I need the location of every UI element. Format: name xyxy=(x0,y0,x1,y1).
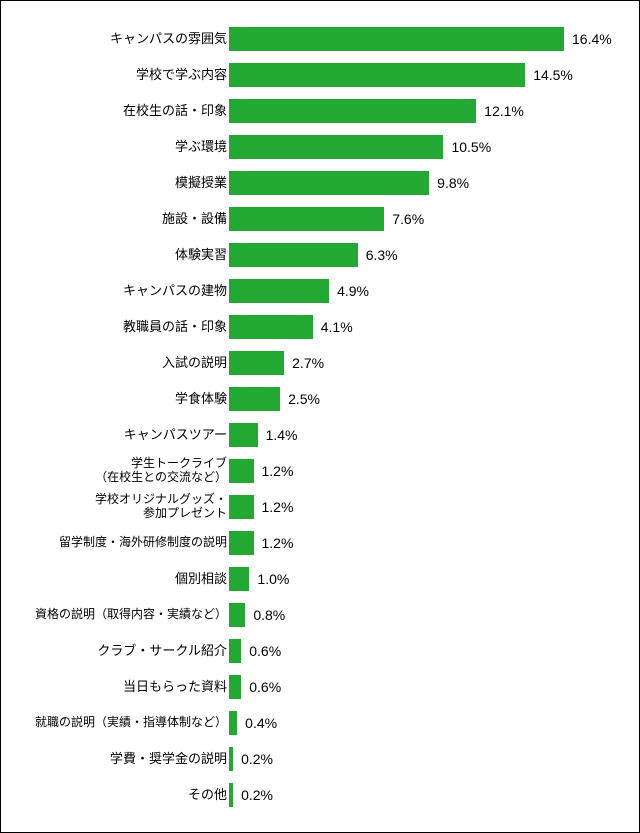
bar-value: 4.9% xyxy=(337,283,369,299)
bar xyxy=(229,207,384,231)
bar xyxy=(229,135,443,159)
bar-value: 0.6% xyxy=(249,643,281,659)
bar-label: 学校オリジナルグッズ・ 参加プレゼント xyxy=(95,493,227,521)
bar-label: 教職員の話・印象 xyxy=(123,320,227,335)
bar xyxy=(229,711,237,735)
bar xyxy=(229,495,254,519)
bar-row: キャンパスツアー 1.4% xyxy=(1,417,639,453)
bar-label: 学生トークライブ （在校生との交流など） xyxy=(95,457,227,485)
bar-value: 0.2% xyxy=(241,787,273,803)
bar-label: 留学制度・海外研修制度の説明 xyxy=(59,536,227,550)
bar xyxy=(229,351,284,375)
bar-label: その他 xyxy=(188,788,227,803)
bar xyxy=(229,99,476,123)
bar-label: 資格の説明（取得内容・実績など） xyxy=(35,608,227,622)
bar-label: 模擬授業 xyxy=(175,176,227,191)
bar-label: 学食体験 xyxy=(175,392,227,407)
bar xyxy=(229,675,241,699)
bar xyxy=(229,531,254,555)
bar xyxy=(229,171,429,195)
bar-row: 学生トークライブ （在校生との交流など） 1.2% xyxy=(1,453,639,489)
bar-row: クラブ・サークル紹介 0.6% xyxy=(1,633,639,669)
bar-value: 1.2% xyxy=(262,463,294,479)
bar-label: 個別相談 xyxy=(175,572,227,587)
bar-row: その他 0.2% xyxy=(1,777,639,813)
bar-row: 学食体験 2.5% xyxy=(1,381,639,417)
bar-label: 体験実習 xyxy=(175,248,227,263)
horizontal-bar-chart: キャンパスの雰囲気 16.4% 学校で学ぶ内容 14.5% 在校生の話・印象 12.1% 学… xyxy=(0,0,640,833)
bar-value: 7.6% xyxy=(392,211,424,227)
bar-value: 6.3% xyxy=(366,247,398,263)
bar-value: 2.5% xyxy=(288,391,320,407)
bar-row: 在校生の話・印象 12.1% xyxy=(1,93,639,129)
bar-row: 個別相談 1.0% xyxy=(1,561,639,597)
bar-label: キャンパスの建物 xyxy=(123,284,227,299)
bar xyxy=(229,423,258,447)
bar xyxy=(229,27,564,51)
bar xyxy=(229,603,245,627)
bar-label: クラブ・サークル紹介 xyxy=(97,644,227,659)
bar-row: 当日もらった資料 0.6% xyxy=(1,669,639,705)
bar-row: キャンパスの雰囲気 16.4% xyxy=(1,21,639,57)
bar-label: 入試の説明 xyxy=(162,356,227,371)
bar-label: キャンパスの雰囲気 xyxy=(110,32,227,47)
bar-row: 学費・奨学金の説明 0.2% xyxy=(1,741,639,777)
bar-row: 学ぶ環境 10.5% xyxy=(1,129,639,165)
bar-row: 模擬授業 9.8% xyxy=(1,165,639,201)
bar-value: 1.2% xyxy=(262,535,294,551)
bar-value: 0.8% xyxy=(253,607,285,623)
bar-value: 4.1% xyxy=(321,319,353,335)
bar-value: 1.4% xyxy=(266,427,298,443)
bar xyxy=(229,639,241,663)
bar-value: 14.5% xyxy=(533,67,573,83)
bar-value: 1.2% xyxy=(262,499,294,515)
bar-row: 就職の説明（実績・指導体制など） 0.4% xyxy=(1,705,639,741)
bar-value: 0.6% xyxy=(249,679,281,695)
bar-row: 入試の説明 2.7% xyxy=(1,345,639,381)
bar xyxy=(229,459,254,483)
bar xyxy=(229,747,233,771)
bar-label: キャンパスツアー xyxy=(124,428,227,443)
bar-value: 9.8% xyxy=(437,175,469,191)
bar-row: 資格の説明（取得内容・実績など） 0.8% xyxy=(1,597,639,633)
bar-value: 1.0% xyxy=(257,571,289,587)
bar-value: 10.5% xyxy=(451,139,491,155)
bar-value: 16.4% xyxy=(572,31,612,47)
bar-row: 学校で学ぶ内容 14.5% xyxy=(1,57,639,93)
bar xyxy=(229,63,525,87)
bar-label: 施設・設備 xyxy=(162,212,227,227)
bar-value: 2.7% xyxy=(292,355,324,371)
bar-row: 施設・設備 7.6% xyxy=(1,201,639,237)
bar xyxy=(229,567,249,591)
bar-label: 学校で学ぶ内容 xyxy=(136,68,227,83)
bar-row: キャンパスの建物 4.9% xyxy=(1,273,639,309)
bar-label: 就職の説明（実績・指導体制など） xyxy=(35,716,227,730)
bar-row: 教職員の話・印象 4.1% xyxy=(1,309,639,345)
bar-row: 学校オリジナルグッズ・ 参加プレゼント 1.2% xyxy=(1,489,639,525)
bar-value: 0.2% xyxy=(241,751,273,767)
bar-label: 在校生の話・印象 xyxy=(123,104,227,119)
bar xyxy=(229,315,313,339)
bar xyxy=(229,243,358,267)
bar-label: 学ぶ環境 xyxy=(175,140,227,155)
bar xyxy=(229,387,280,411)
bar xyxy=(229,783,233,807)
bar-value: 12.1% xyxy=(484,103,524,119)
bar-row: 留学制度・海外研修制度の説明 1.2% xyxy=(1,525,639,561)
bar-value: 0.4% xyxy=(245,715,277,731)
bar xyxy=(229,279,329,303)
bar-row: 体験実習 6.3% xyxy=(1,237,639,273)
bar-label: 当日もらった資料 xyxy=(123,680,227,695)
bar-label: 学費・奨学金の説明 xyxy=(110,752,227,767)
